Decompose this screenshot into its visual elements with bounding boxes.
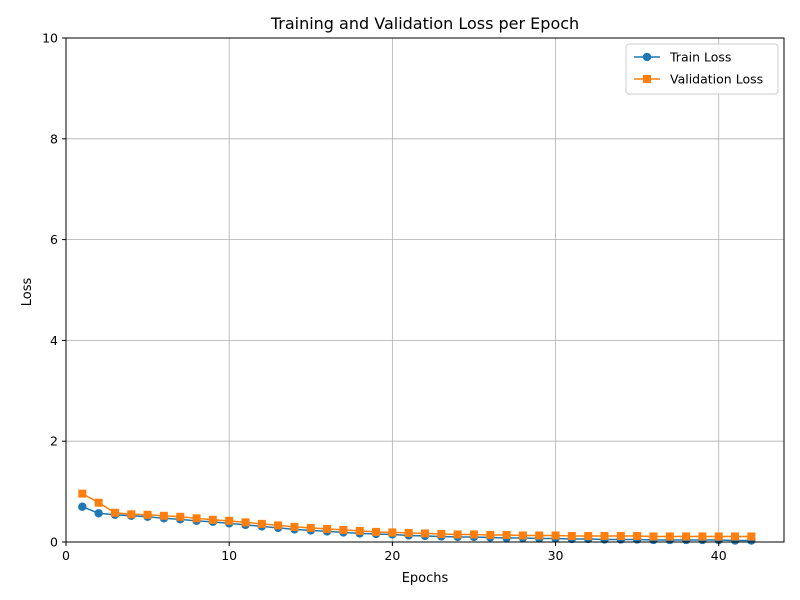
validation-loss-point [404, 528, 413, 537]
legend-label: Train Loss [669, 50, 731, 65]
validation-loss-point [567, 531, 576, 540]
validation-loss-point [339, 525, 348, 534]
validation-loss-point [600, 531, 609, 540]
validation-loss-point [355, 526, 364, 535]
legend-swatch-marker [642, 52, 652, 62]
validation-loss-point [78, 489, 87, 498]
validation-loss-point [616, 531, 625, 540]
y-tick-label: 8 [50, 131, 58, 146]
series-layer [78, 489, 756, 545]
grid [65, 37, 784, 543]
validation-loss-point [241, 518, 250, 527]
validation-loss-point [698, 532, 707, 541]
plot-frame [65, 37, 785, 543]
validation-loss-point [502, 530, 511, 539]
chart-title: Training and Validation Loss per Epoch [270, 14, 579, 33]
validation-loss-point [110, 508, 119, 517]
validation-loss-point [633, 531, 642, 540]
validation-loss-point [665, 532, 674, 541]
legend-item-validation-loss: Validation Loss [634, 72, 763, 87]
y-tick-label: 10 [42, 31, 58, 46]
legend: Train Loss Validation Loss [625, 43, 779, 95]
legend-label: Validation Loss [670, 72, 763, 87]
validation-loss-point [584, 531, 593, 540]
x-axis-label: Epochs [402, 571, 449, 586]
validation-loss-point [388, 528, 397, 537]
validation-loss-point [714, 532, 723, 541]
x-tick-label: 0 [62, 548, 70, 563]
y-tick-label: 0 [50, 535, 58, 550]
legend-box [625, 43, 779, 95]
validation-loss-point [731, 532, 740, 541]
validation-loss-point [453, 530, 462, 539]
x-tick-label: 30 [548, 548, 564, 563]
validation-loss-point [192, 514, 201, 523]
validation-loss-point [649, 532, 658, 541]
validation-loss-point [306, 523, 315, 532]
validation-loss-point [551, 531, 560, 540]
validation-loss-point [176, 512, 185, 521]
validation-loss-point [94, 498, 103, 507]
validation-loss-point [518, 531, 527, 540]
legend-swatch-marker [643, 75, 651, 83]
validation-loss-point [143, 510, 152, 519]
legend-item-train-loss: Train Loss [634, 50, 731, 65]
validation-loss-point [323, 524, 332, 533]
y-axis-label: Loss [20, 278, 35, 307]
x-tick-label: 40 [711, 548, 727, 563]
train-loss-point [94, 509, 103, 518]
validation-loss-point [682, 532, 691, 541]
y-tick-label: 4 [50, 333, 58, 348]
validation-loss-point [159, 511, 168, 520]
y-tick-label: 2 [50, 434, 58, 449]
validation-loss-point [208, 515, 217, 524]
y-tick-label: 6 [50, 232, 58, 247]
validation-loss-point [437, 529, 446, 538]
validation-loss-point [290, 522, 299, 531]
validation-loss-series [78, 489, 756, 541]
validation-loss-point [535, 531, 544, 540]
validation-loss-point [747, 532, 756, 541]
validation-loss-point [257, 519, 266, 528]
validation-loss-point [225, 516, 234, 525]
validation-loss-point [421, 529, 429, 538]
train-loss-point [78, 502, 87, 511]
validation-loss-point [372, 527, 381, 536]
validation-loss-point [486, 530, 495, 539]
x-tick-label: 10 [221, 548, 237, 563]
validation-loss-point [127, 510, 136, 519]
validation-loss-point [469, 530, 478, 539]
validation-loss-point [274, 521, 283, 530]
x-tick-label: 20 [384, 548, 400, 563]
ticks: 0 10 20 30 40 0 2 4 6 8 10 [42, 31, 727, 564]
